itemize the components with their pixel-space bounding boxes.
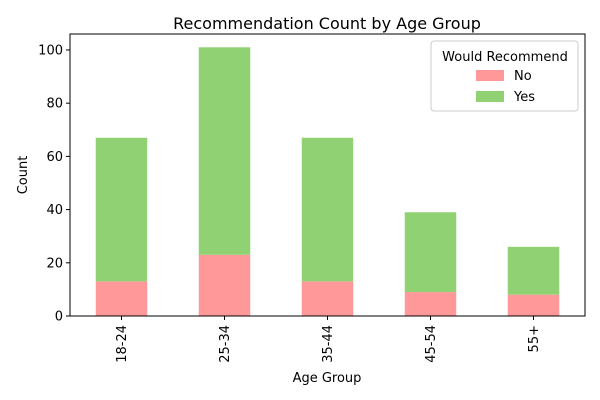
x-tick-label: 25-34 (218, 325, 233, 363)
x-tick-label: 45-54 (424, 325, 439, 363)
y-tick-label: 0 (55, 310, 63, 325)
legend-title: Would Recommend (442, 50, 568, 65)
legend: Would Recommend No Yes (430, 40, 579, 112)
x-axis-label: Age Group (293, 371, 362, 386)
y-axis: 0 20 40 60 80 100 (38, 43, 70, 325)
y-axis-label: Count (16, 156, 31, 195)
y-tick-label: 20 (46, 256, 63, 271)
y-tick-label: 80 (46, 97, 63, 112)
bar-yes-18-24 (95, 137, 148, 282)
legend-box (430, 40, 579, 112)
bar-no-18-24 (95, 281, 148, 316)
chart-title: Recommendation Count by Age Group (173, 14, 481, 33)
bar-no-45-54 (404, 292, 457, 316)
bar-yes-55+ (507, 246, 560, 295)
x-tick-label: 18-24 (115, 325, 130, 363)
x-tick-label: 35-44 (321, 325, 336, 363)
bar-no-55+ (507, 294, 560, 316)
y-tick-label: 100 (38, 43, 63, 58)
bars-group (95, 47, 560, 316)
x-tick-label: 55+ (527, 325, 542, 352)
bar-yes-25-34 (198, 47, 251, 255)
bar-yes-35-44 (301, 137, 354, 282)
bar-no-25-34 (198, 254, 251, 316)
bar-yes-45-54 (404, 212, 457, 293)
legend-label-no: No (514, 69, 532, 84)
y-tick-label: 40 (46, 203, 63, 218)
legend-swatch-no (476, 70, 504, 81)
legend-swatch-yes (476, 91, 504, 102)
legend-label-yes: Yes (513, 90, 535, 105)
y-tick-label: 60 (46, 150, 63, 165)
x-axis: 18-24 25-34 35-44 45-54 55+ (115, 316, 542, 363)
bar-no-35-44 (301, 281, 354, 316)
